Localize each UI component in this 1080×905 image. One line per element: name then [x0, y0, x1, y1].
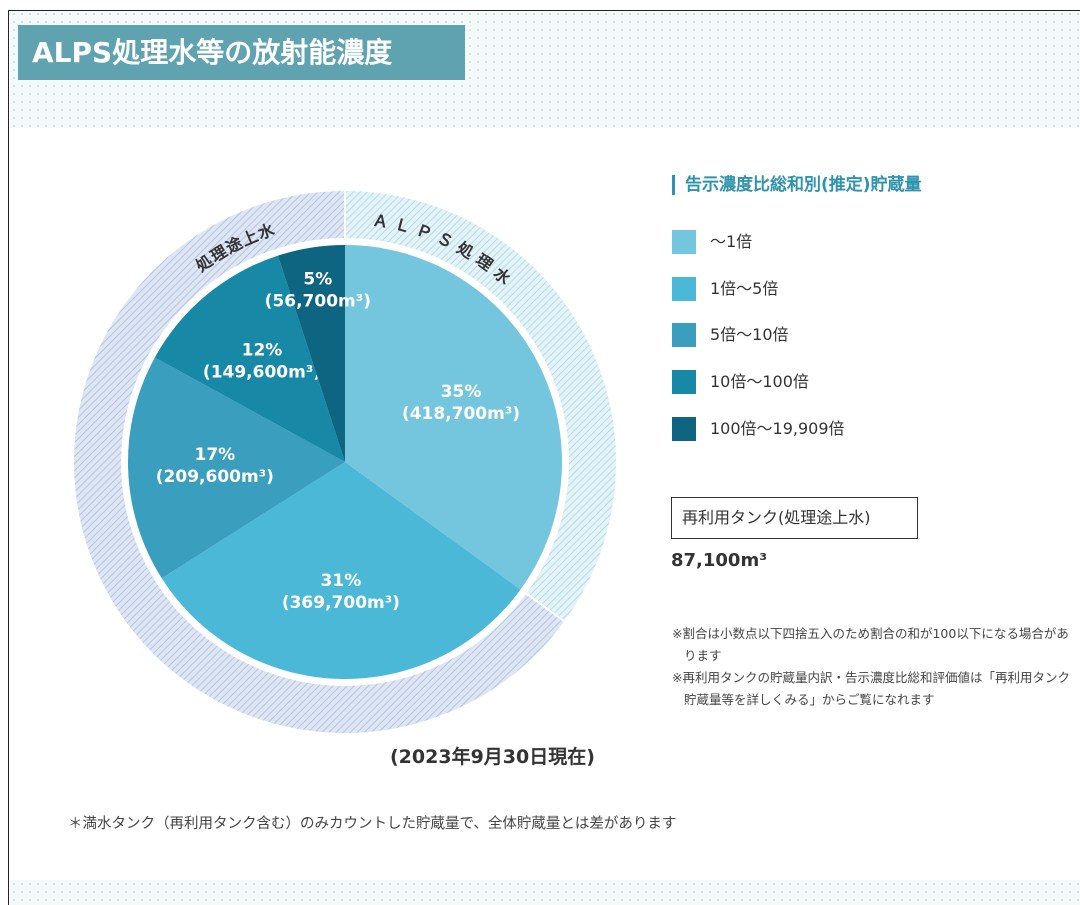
legend-label: 100倍～19,909倍: [710, 418, 845, 438]
legend-swatch: [672, 276, 696, 301]
slice-value-label: 5%: [303, 270, 332, 290]
pie-slice: [277, 245, 345, 462]
frame: [8, 10, 1080, 905]
footer-bg: [10, 880, 1080, 905]
legend-label: 5倍～10倍: [710, 325, 789, 345]
note: ※再利用タンクの貯蔵量内訳・告示濃度比総和評価値は「再利用タンク貯蔵量等を詳しく…: [672, 670, 1070, 707]
legend-swatch: [672, 323, 696, 348]
legend-item: 10倍～100倍: [672, 370, 809, 395]
outer-ring-segment: [72, 188, 567, 735]
pie-slice: [161, 462, 521, 680]
slice-volume-label: (149,600m³): [203, 363, 321, 383]
reuse-tank-value: 87,100m³: [671, 550, 768, 571]
legend-item: ～1倍: [672, 230, 752, 254]
reuse-tank-label: 再利用タンク(処理途上水): [671, 497, 918, 539]
legend-item: 100倍～19,909倍: [672, 416, 845, 441]
slice-volume-label: (56,700m³): [265, 292, 371, 312]
slice-volume-label: (418,700m³): [402, 404, 520, 424]
pie-slice: [127, 357, 345, 579]
slice-value-label: 31%: [321, 571, 362, 591]
slice-value-label: 35%: [441, 382, 482, 402]
legend-swatch: [672, 416, 696, 441]
legend-label: 1倍～5倍: [710, 278, 779, 298]
slice-value-label: 17%: [195, 445, 236, 465]
slice-value-label: 12%: [242, 341, 283, 361]
slice-volume-label: (209,600m³): [156, 467, 274, 487]
legend-item: 5倍～10倍: [672, 323, 789, 348]
pie-slice: [345, 245, 562, 590]
legend-swatch: [672, 370, 696, 395]
footnote: ＊満水タンク（再利用タンク含む）のみカウントした貯蔵量で、全体貯蔵量とは差があり…: [68, 816, 677, 832]
legend-swatch: [672, 230, 696, 254]
legend-label: ～1倍: [710, 232, 753, 251]
legend-item: 1倍～5倍: [672, 276, 779, 301]
date-note: (2023年9月30日現在): [390, 746, 595, 768]
pie-slice: [154, 255, 345, 462]
page-title: ALPS処理水等の放射能濃度: [18, 25, 465, 80]
legend-label: 10倍～100倍: [710, 372, 809, 392]
legend-title: 告示濃度比総和別(推定)貯蔵量: [672, 175, 922, 195]
slice-volume-label: (369,700m³): [282, 593, 400, 613]
chart: ＡＬＰＳ処理水処理途上水35%(418,700m³)31%(369,700m³)…: [72, 188, 618, 735]
note: ※割合は小数点以下四捨五入のため割合の和が100以下になる場合があります: [672, 626, 1069, 663]
